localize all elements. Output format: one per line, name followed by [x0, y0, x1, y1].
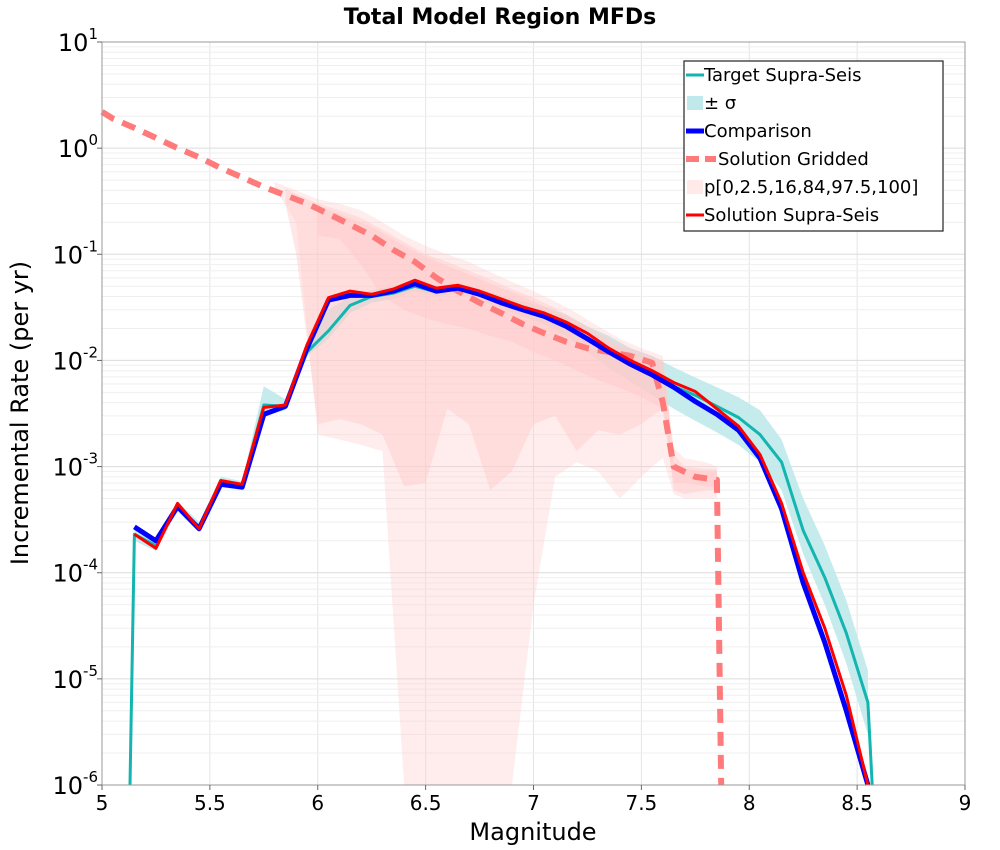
- x-axis-label: Magnitude: [469, 818, 596, 846]
- legend-p-0-2-5-16-84-97-5-100-label: p[0,2.5,16,84,97.5,100]: [704, 177, 918, 198]
- y-axis-label: Incremental Rate (per yr): [6, 261, 34, 565]
- legend-comparison-label: Comparison: [704, 121, 812, 142]
- y-tick-exponent: -4: [83, 556, 98, 574]
- legend-solution-supra-seis-label: Solution Supra-Seis: [704, 205, 879, 226]
- series-lines: [100, 109, 874, 786]
- y-tick-label: 10-6: [52, 768, 98, 800]
- legend-p-0-2-5-16-84-97-5-100-swatch: [687, 180, 703, 194]
- y-tick-exponent: -6: [83, 768, 98, 786]
- x-tick-label: 7: [527, 791, 540, 815]
- x-tick-label: 8: [743, 791, 756, 815]
- chart-title: Total Model Region MFDs: [344, 5, 657, 30]
- legend--label: ± σ: [704, 93, 736, 114]
- y-tick-exponent: 1: [88, 25, 98, 43]
- legend-box: [683, 60, 944, 232]
- y-tick-base: 10: [58, 135, 89, 163]
- y-tick-base: 10: [52, 666, 83, 694]
- legend-target-supra-seis-label: Target Supra-Seis: [703, 65, 861, 86]
- legend-solution-gridded-label: Solution Gridded: [718, 149, 869, 170]
- y-tick-base: 10: [52, 241, 83, 269]
- x-tick-label: 5.5: [194, 791, 226, 815]
- series-solution-gridded: [100, 109, 725, 786]
- y-tick-exponent: -1: [83, 237, 98, 255]
- y-tick-exponent: 0: [88, 131, 98, 149]
- x-tick-label: 9: [959, 791, 972, 815]
- y-tick-base: 10: [52, 772, 83, 800]
- y-tick-label: 10-5: [52, 662, 98, 694]
- band-p-0-2-5-16-84-97-5-100-: [274, 182, 717, 785]
- legend: Target Supra-Seis ± σ Comparison Solution G…: [683, 60, 944, 232]
- y-tick-label: 10-3: [52, 450, 98, 482]
- y-tick-base: 10: [52, 347, 83, 375]
- x-ticks: 5 5.5 6 6.5 7 7.5 8 8.5 9: [96, 785, 972, 815]
- x-tick-label: 5: [96, 791, 109, 815]
- y-tick-label: 101: [58, 25, 98, 57]
- x-tick-label: 6: [311, 791, 324, 815]
- y-tick-label: 10-1: [52, 237, 98, 269]
- y-tick-base: 10: [58, 29, 89, 57]
- x-tick-label: 7.5: [625, 791, 657, 815]
- x-tick-label: 6.5: [410, 791, 442, 815]
- band-p-0-2-5-16-84-97-5-100-: [317, 206, 717, 487]
- y-tick-base: 10: [52, 454, 83, 482]
- y-tick-label: 100: [58, 131, 98, 163]
- x-tick-label: 8.5: [841, 791, 873, 815]
- y-tick-label: 10-4: [52, 556, 98, 588]
- y-tick-exponent: -2: [83, 343, 98, 361]
- y-tick-label: 10-2: [52, 343, 98, 375]
- y-tick-base: 10: [52, 560, 83, 588]
- series-solution-supra-seis: [133, 278, 870, 786]
- y-tick-exponent: -3: [83, 450, 98, 468]
- legend--swatch: [687, 96, 703, 110]
- y-tick-exponent: -5: [83, 662, 98, 680]
